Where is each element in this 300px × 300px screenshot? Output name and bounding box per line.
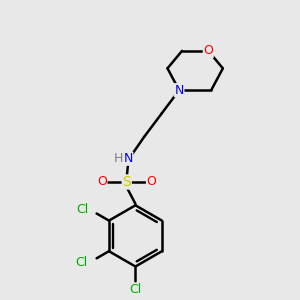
Text: Cl: Cl xyxy=(76,203,88,216)
Text: Cl: Cl xyxy=(75,256,87,268)
Text: O: O xyxy=(203,44,213,57)
Text: O: O xyxy=(97,176,107,188)
Text: O: O xyxy=(146,176,156,188)
Text: H: H xyxy=(113,152,123,165)
Text: N: N xyxy=(175,84,184,97)
Text: Cl: Cl xyxy=(129,283,142,296)
Text: S: S xyxy=(122,175,131,189)
Text: N: N xyxy=(124,152,133,165)
